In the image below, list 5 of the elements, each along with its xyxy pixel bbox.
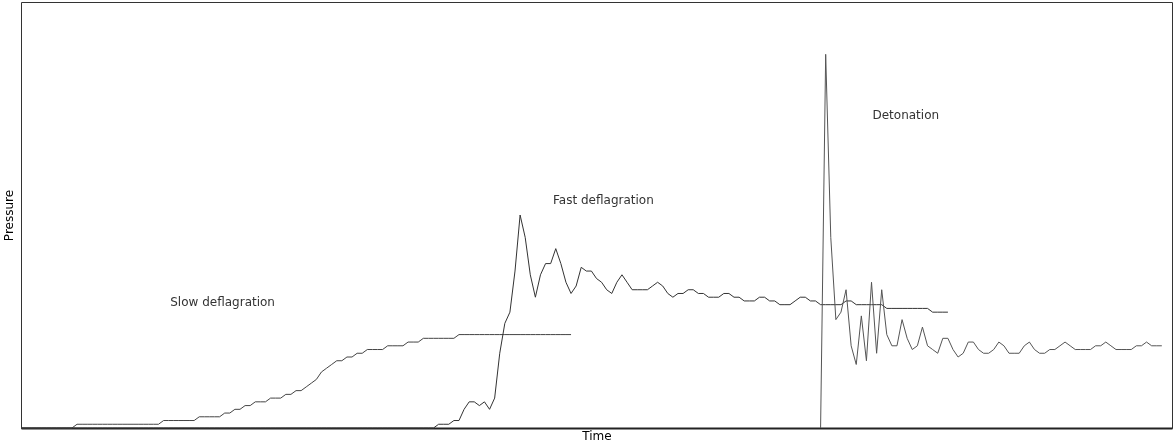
y-axis-title: Pressure <box>1 189 16 242</box>
annotation: Slow deflagration <box>170 294 275 309</box>
annotation: Detonation <box>872 108 940 123</box>
annotation: Fast deflagration <box>553 193 654 208</box>
x-axis-title: Time <box>581 428 612 443</box>
